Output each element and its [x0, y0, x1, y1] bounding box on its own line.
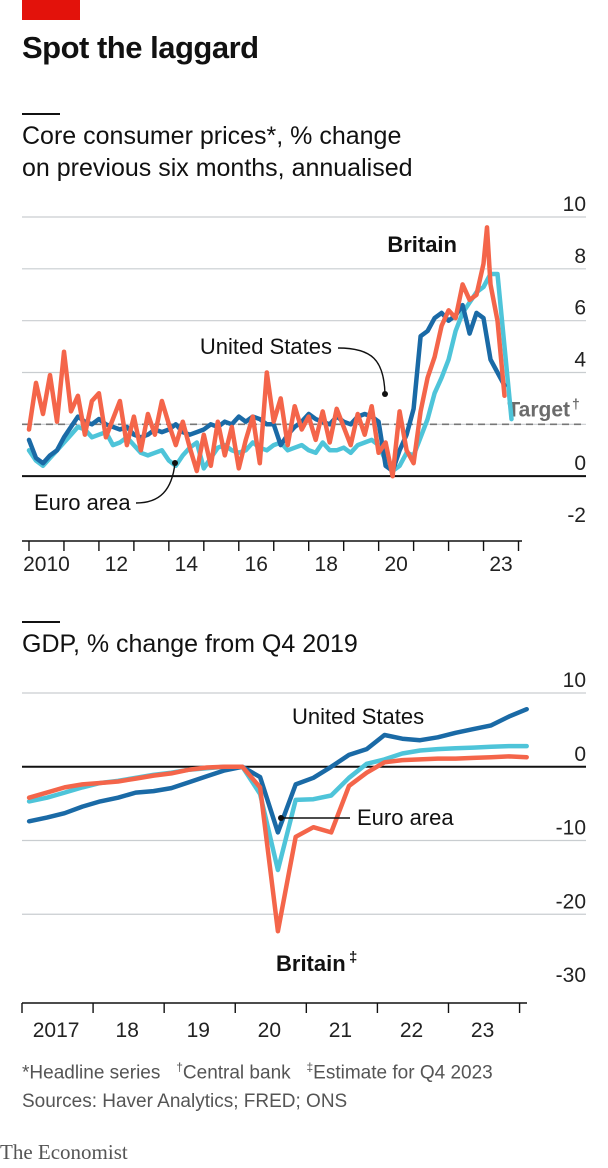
- y-tick-label: -10: [556, 817, 586, 840]
- leader-euro-area: [135, 462, 176, 504]
- x-tick-label: 18: [315, 553, 338, 576]
- label-euro-area: Euro area: [357, 805, 454, 830]
- y-tick-label: 8: [574, 245, 586, 268]
- footnote-text-3: Estimate for Q4 2023: [313, 1062, 493, 1084]
- y-tick-label: 10: [563, 193, 586, 216]
- x-tick-label: 19: [187, 1019, 210, 1042]
- panel1-subtitle-line2: on previous six months, annualised: [22, 154, 413, 182]
- label-britain-mark: ‡: [349, 949, 357, 966]
- panel1-subtitle-line1: Core consumer prices*, % change: [22, 122, 402, 150]
- panel1-top-rule: [22, 113, 60, 115]
- label-united-states: United States: [292, 704, 424, 729]
- x-tick-label: 2017: [33, 1019, 80, 1042]
- x-tick-label: 14: [175, 553, 199, 576]
- label-euro-area: Euro area: [34, 490, 131, 515]
- footnotes: *Headline series †Central bank ‡Estimate…: [22, 1060, 493, 1084]
- x-tick-label: 23: [489, 553, 512, 576]
- brand-red-tag: [22, 0, 80, 20]
- label-britain: Britain: [276, 951, 346, 976]
- chart-title: Spot the laggard: [22, 30, 259, 65]
- footnote-mark-3: ‡: [306, 1060, 314, 1074]
- label-united-states: United States: [200, 334, 332, 359]
- panel2-subtitle: GDP, % change from Q4 2019: [22, 630, 358, 658]
- x-tick-label: 21: [329, 1019, 352, 1042]
- x-tick-label: 20: [384, 553, 407, 576]
- x-tick-label: 18: [116, 1019, 139, 1042]
- y-tick-label: -20: [556, 890, 586, 913]
- cpi-chart: -2 0 4 6 8 10 Target † 2010 12 14 16 18 20 23 Britain Un…: [22, 193, 586, 576]
- y-tick-label: 6: [574, 297, 586, 320]
- x-tick-label: 20: [258, 1019, 281, 1042]
- footnote-mark-1: *: [22, 1062, 30, 1084]
- x-tick-label: 23: [471, 1019, 494, 1042]
- y-tick-label: 4: [574, 349, 586, 372]
- target-label: Target: [507, 398, 570, 421]
- series-line-britain: [26, 754, 529, 934]
- gdp-chart: -30 -20 -10 0 10 2017 18 19 20 21 22 23 United State…: [21, 669, 586, 1042]
- y-tick-label: 0: [574, 743, 586, 766]
- footnote-text-2: Central bank: [182, 1062, 291, 1084]
- y-tick-label: 10: [563, 669, 586, 692]
- panel2-top-rule: [22, 621, 60, 623]
- leader-dot-euro-area: [278, 815, 284, 821]
- series-line-euro-area: [26, 271, 514, 474]
- leader-dot-euro-area: [172, 460, 178, 466]
- x-tick-label: 12: [105, 553, 128, 576]
- panel1-subtitle: Core consumer prices*, % change on previ…: [22, 120, 413, 184]
- leader-united-states: [337, 347, 386, 395]
- y-tick-label: -2: [567, 504, 586, 527]
- footnote-text-1: Headline series: [29, 1062, 161, 1084]
- series-line-united-states: [26, 706, 529, 835]
- y-tick-label: 0: [574, 452, 586, 475]
- target-dagger: †: [572, 395, 580, 411]
- label-britain: Britain: [387, 232, 457, 257]
- x-tick-label: 2010: [23, 553, 70, 576]
- x-tick-label: 16: [245, 553, 268, 576]
- y-tick-label: -30: [556, 964, 586, 987]
- leader-dot-united-states: [382, 391, 388, 397]
- x-tick-label: 22: [400, 1019, 423, 1042]
- sources-note: Sources: Haver Analytics; FRED; ONS: [22, 1091, 348, 1112]
- publisher-brand: The Economist: [0, 1140, 128, 1164]
- footnote-mark-2: †: [176, 1060, 183, 1074]
- series-line-britain: [26, 225, 507, 479]
